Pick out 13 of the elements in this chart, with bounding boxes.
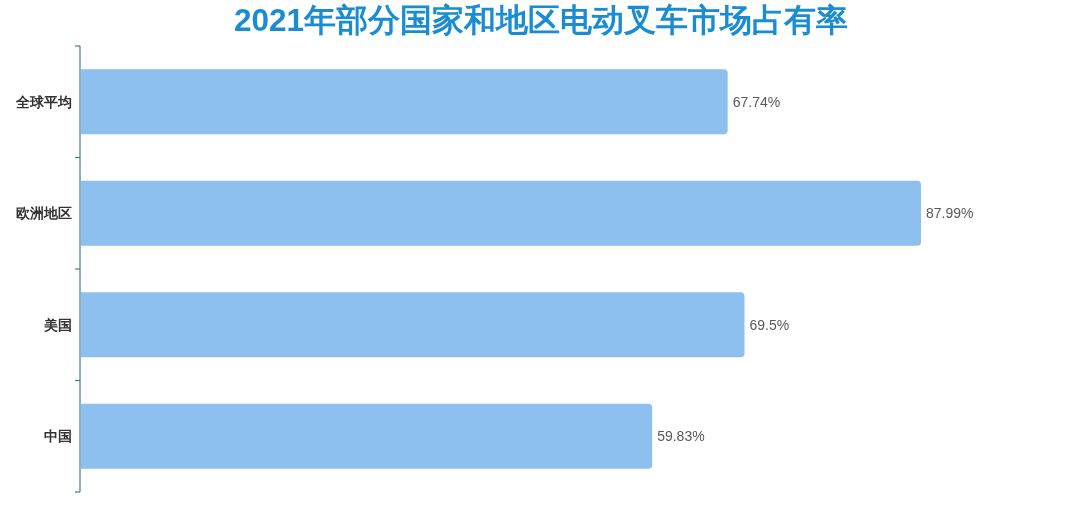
data-label: 67.74% [732, 93, 781, 110]
y-tick-label: 欧洲地区 [16, 206, 72, 222]
data-label: 69.5% [749, 316, 790, 333]
bar [81, 292, 745, 358]
bar [81, 180, 921, 246]
chart-title: 2021年部分国家和地区电动叉车市场占有率 [233, 2, 849, 38]
data-label: 59.83% [657, 428, 705, 445]
y-tick-label: 全球平均 [15, 94, 72, 110]
data-label: 87.99% [926, 205, 974, 222]
y-tick-label: 美国 [43, 316, 72, 333]
y-tick-label: 中国 [44, 429, 72, 445]
bar [81, 69, 728, 135]
bar [81, 403, 653, 469]
